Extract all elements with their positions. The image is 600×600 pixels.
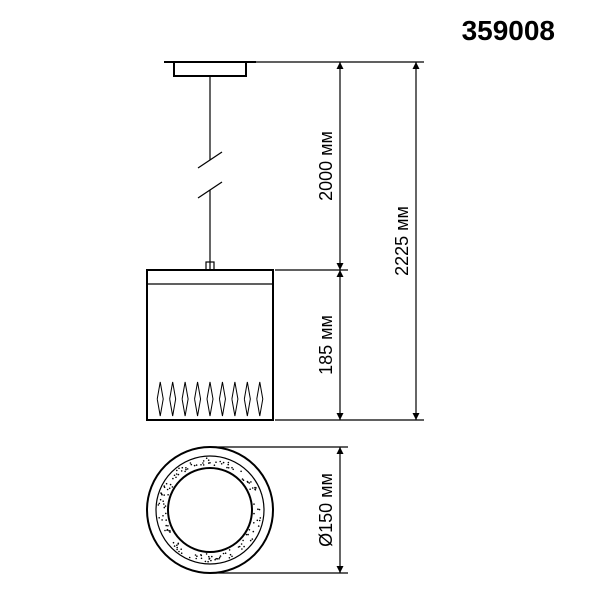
dimension-label: Ø150 мм bbox=[316, 473, 336, 547]
ring-inner bbox=[168, 468, 252, 552]
ring-mid bbox=[156, 456, 264, 564]
ring-texture bbox=[158, 457, 262, 562]
ceiling-mount bbox=[174, 62, 246, 76]
dimension-label: 2000 мм bbox=[316, 131, 336, 201]
technical-drawing: 2000 мм 185 мм 2225 мм Ø150 мм 359008 bbox=[0, 0, 600, 600]
lamp-body bbox=[147, 270, 273, 420]
dimension-label: 185 мм bbox=[316, 315, 336, 375]
ring-outer bbox=[147, 447, 273, 573]
dimension-label: 2225 мм bbox=[392, 206, 412, 276]
product-code: 359008 bbox=[462, 15, 555, 46]
